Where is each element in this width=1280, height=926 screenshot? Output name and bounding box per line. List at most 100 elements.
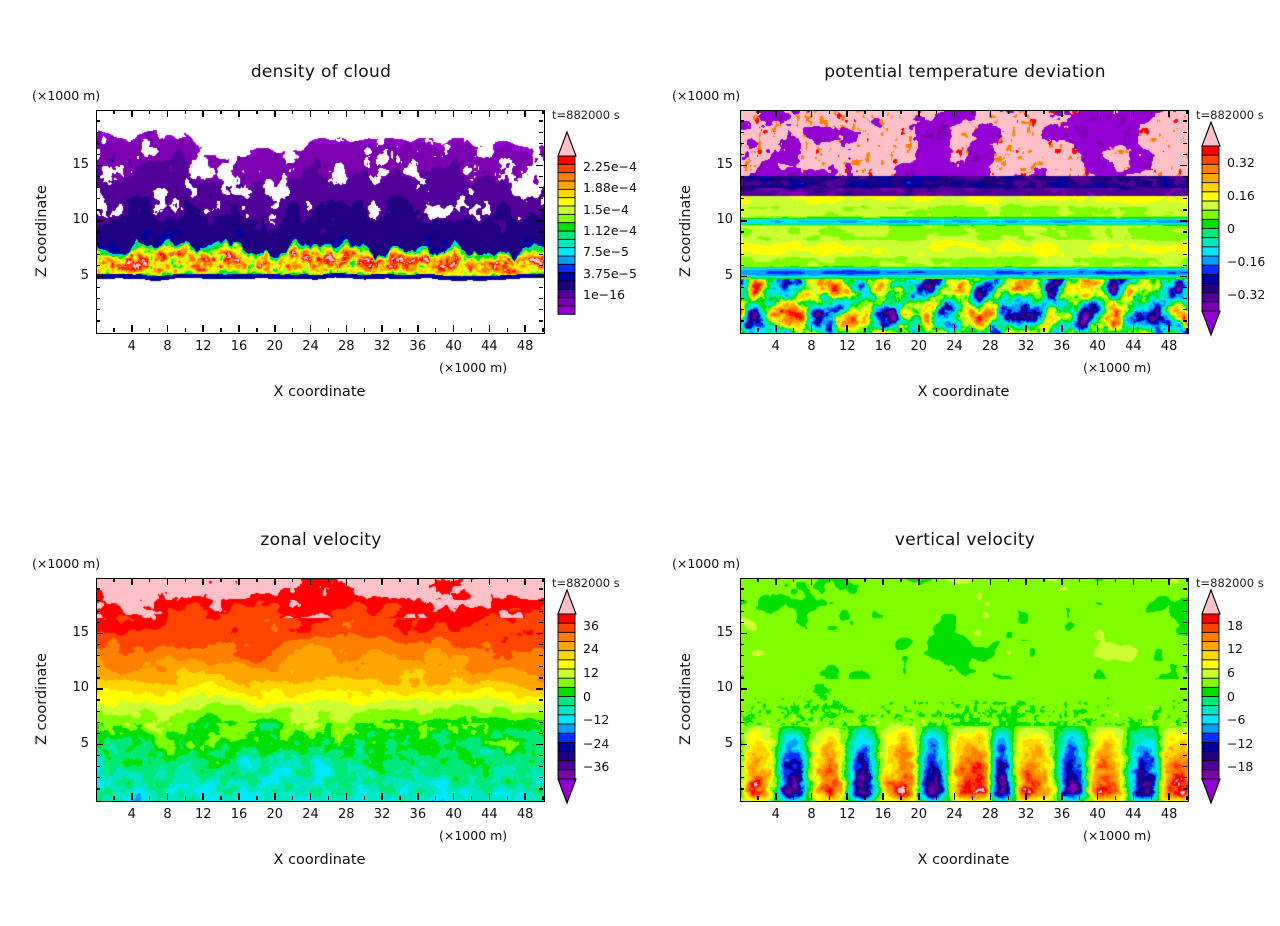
x-minor-tick xyxy=(506,578,508,582)
y-minor-tick xyxy=(740,253,744,255)
y-tick-label: 5 xyxy=(724,735,733,751)
x-minor-tick xyxy=(828,328,831,332)
x-minor-tick xyxy=(1150,110,1152,114)
x-tick-mark xyxy=(381,793,383,800)
x-tick-mark xyxy=(130,793,133,800)
x-tick-label: 4 xyxy=(771,339,780,354)
colorbar-tick-label: −18 xyxy=(1227,759,1254,775)
y-minor-tick xyxy=(1183,788,1187,790)
x-tick-mark xyxy=(1025,325,1027,332)
z-unit-label: (×1000 m) xyxy=(672,88,741,103)
y-minor-tick xyxy=(1183,298,1187,300)
y-minor-tick xyxy=(740,754,744,757)
y-tick-mark xyxy=(740,220,747,222)
x-tick-label: 36 xyxy=(1053,807,1071,822)
colorbar-tick-label: 0 xyxy=(1227,220,1235,236)
y-tick-mark xyxy=(96,275,103,278)
y-minor-tick xyxy=(96,175,100,178)
y-minor-tick xyxy=(1183,153,1187,156)
x-minor-tick xyxy=(864,796,866,800)
x-minor-tick xyxy=(256,578,258,582)
y-tick-mark xyxy=(536,688,543,690)
x-minor-tick xyxy=(1007,796,1009,800)
y-minor-tick xyxy=(740,131,744,133)
x-tick-mark xyxy=(238,110,240,117)
y-minor-tick xyxy=(539,286,543,289)
y-minor-tick xyxy=(1183,264,1187,267)
y-minor-tick xyxy=(96,621,100,624)
x-minor-tick xyxy=(900,328,902,332)
x-tick-label: 40 xyxy=(445,339,462,354)
x-minor-tick xyxy=(256,796,258,800)
x-tick-mark xyxy=(1132,110,1135,117)
y-tick-mark xyxy=(740,632,747,635)
y-tick-mark xyxy=(1180,688,1187,690)
x-minor-tick xyxy=(327,796,330,800)
x-tick-mark xyxy=(417,325,419,332)
y-minor-tick xyxy=(1183,766,1187,768)
colorbar-tick-label: −6 xyxy=(1227,712,1246,728)
x-minor-tick xyxy=(327,328,330,332)
plot-area-vertical-velocity xyxy=(740,578,1189,802)
y-minor-tick xyxy=(96,242,100,244)
y-minor-tick xyxy=(96,298,100,300)
y-minor-tick xyxy=(96,710,100,712)
y-axis-title: Z coordinate xyxy=(34,185,50,277)
x-minor-tick xyxy=(1043,328,1045,332)
x-minor-tick xyxy=(828,796,831,800)
x-tick-mark xyxy=(1168,578,1170,585)
x-minor-tick xyxy=(971,110,974,114)
y-tick-label: 5 xyxy=(80,267,89,283)
plot-area-density-of-cloud xyxy=(96,110,545,334)
x-minor-tick xyxy=(828,110,831,114)
z-unit-label: (×1000 m) xyxy=(32,556,101,571)
x-minor-tick xyxy=(1079,578,1081,582)
x-minor-tick xyxy=(971,796,974,800)
x-tick-mark xyxy=(1061,793,1063,800)
panel-title-potential-temperature-deviation: potential temperature deviation xyxy=(824,62,1106,82)
x-tick-mark xyxy=(1061,578,1063,585)
y-minor-tick xyxy=(96,788,100,790)
x-tick-mark xyxy=(345,578,348,585)
x-minor-tick xyxy=(792,110,795,114)
y-tick-label: 5 xyxy=(80,735,89,751)
colorbar-tick-label: 12 xyxy=(1227,641,1243,657)
x-minor-tick xyxy=(792,796,795,800)
colorbar-tick-label: 1.5e−4 xyxy=(583,201,629,217)
y-minor-tick xyxy=(96,120,100,122)
x-minor-tick xyxy=(864,110,866,114)
x-tick-mark xyxy=(774,325,777,332)
x-tick-mark xyxy=(882,325,884,332)
y-minor-tick xyxy=(1183,721,1187,723)
x-tick-mark xyxy=(488,578,491,585)
colorbar-tick-label: −12 xyxy=(1227,735,1254,751)
y-minor-tick xyxy=(539,298,543,300)
x-tick-mark xyxy=(417,110,419,117)
x-tick-label: 16 xyxy=(230,807,248,822)
colorbar-swatches xyxy=(1201,588,1221,805)
x-minor-tick xyxy=(1007,328,1009,332)
z-unit-label: (×1000 m) xyxy=(32,88,101,103)
x-minor-tick xyxy=(506,110,508,114)
x-minor-tick xyxy=(1186,796,1188,800)
y-minor-tick xyxy=(740,766,744,768)
y-tick-label: 15 xyxy=(716,156,733,172)
colorbar-potential-temperature-deviation: 0.32 0.16 0 −0.16 −0.32 xyxy=(1200,120,1280,341)
y-minor-tick xyxy=(740,242,744,244)
x-minor-tick xyxy=(148,796,151,800)
colorbar-tick-label: 0 xyxy=(583,688,591,704)
x-minor-tick xyxy=(113,328,115,332)
x-tick-label: 28 xyxy=(338,807,355,822)
y-minor-tick xyxy=(539,721,543,723)
x-tick-label: 32 xyxy=(1017,807,1035,822)
y-minor-tick xyxy=(539,242,543,244)
y-minor-tick xyxy=(1183,754,1187,757)
y-minor-tick xyxy=(539,621,543,624)
x-tick-mark xyxy=(953,793,956,800)
x-minor-tick xyxy=(542,578,544,582)
y-minor-tick xyxy=(1183,666,1187,668)
x-tick-label: 20 xyxy=(910,807,928,822)
y-tick-label: 10 xyxy=(72,680,89,695)
x-minor-tick xyxy=(935,328,938,332)
